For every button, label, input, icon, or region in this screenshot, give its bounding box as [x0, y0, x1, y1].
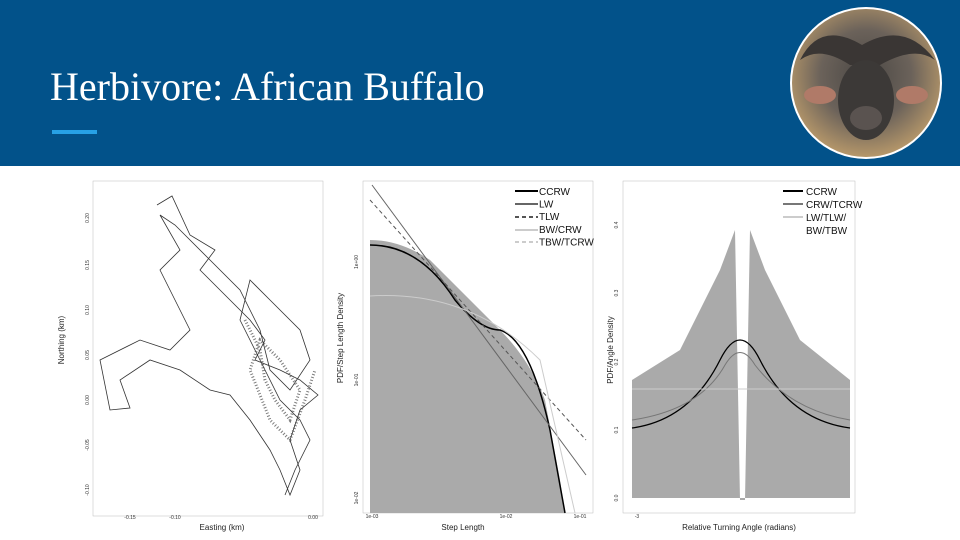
y-tick-label: 0.3: [614, 289, 620, 296]
legend-label: LW: [539, 200, 554, 211]
y-tick-label: 1e+00: [354, 255, 360, 269]
y-tick-label: 0.4: [614, 221, 620, 228]
y-tick-label: -0.05: [85, 439, 91, 451]
x-axis-label: Step Length: [441, 523, 484, 532]
x-tick-label: 1e-03: [366, 514, 379, 520]
y-tick-label: -0.10: [85, 484, 91, 496]
x-tick-label: 0.00: [308, 515, 318, 521]
y-tick-label: 0.0: [614, 494, 620, 501]
angle-panel: [622, 180, 856, 514]
x-tick-label: -0.10: [169, 515, 181, 521]
legend-label: TBW/TCRW: [539, 237, 594, 248]
buffalo-photo: [790, 7, 942, 159]
y-tick-label: 0.1: [614, 426, 620, 433]
legend-label: CCRW: [806, 187, 837, 198]
legend-label: BW/TBW: [806, 226, 848, 237]
y-tick-label: 0.20: [85, 213, 91, 223]
x-axis-label: Relative Turning Angle (radians): [682, 523, 796, 532]
slide-title: Herbivore: African Buffalo: [50, 64, 485, 109]
x-tick-label: -3: [635, 514, 640, 520]
legend-label: CRW/TCRW: [806, 200, 863, 211]
legend-label: BW/CRW: [539, 225, 582, 236]
y-axis-label: PDF/Step Length Density: [336, 293, 345, 383]
y-tick-label: 1e-02: [354, 491, 360, 504]
y-axis-label: Northing (km): [57, 315, 66, 364]
y-tick-label: 0.10: [85, 305, 91, 315]
panel-texts: Easting (km) Northing (km) -0.15 -0.10 0.00 0…: [57, 187, 863, 532]
x-tick-label: 1e-01: [574, 514, 587, 520]
trajectory-panel: [92, 180, 324, 517]
y-axis-label: PDF/Angle Density: [606, 316, 615, 384]
y-tick-label: 0.00: [85, 395, 91, 405]
legend-label: LW/TLW/: [806, 213, 846, 224]
y-tick-label: 0.15: [85, 260, 91, 270]
x-tick-label: 1e-02: [500, 514, 513, 520]
legend-label: CCRW: [539, 187, 570, 198]
step-panel: [362, 180, 594, 514]
x-tick-label: -0.15: [124, 515, 136, 521]
y-tick-label: 1e-01: [354, 373, 360, 386]
title-underline: [52, 130, 97, 134]
legend-label: TLW: [539, 212, 560, 223]
y-tick-label: 0.05: [85, 350, 91, 360]
x-axis-label: Easting (km): [200, 523, 245, 532]
y-tick-label: 0.2: [614, 358, 620, 365]
